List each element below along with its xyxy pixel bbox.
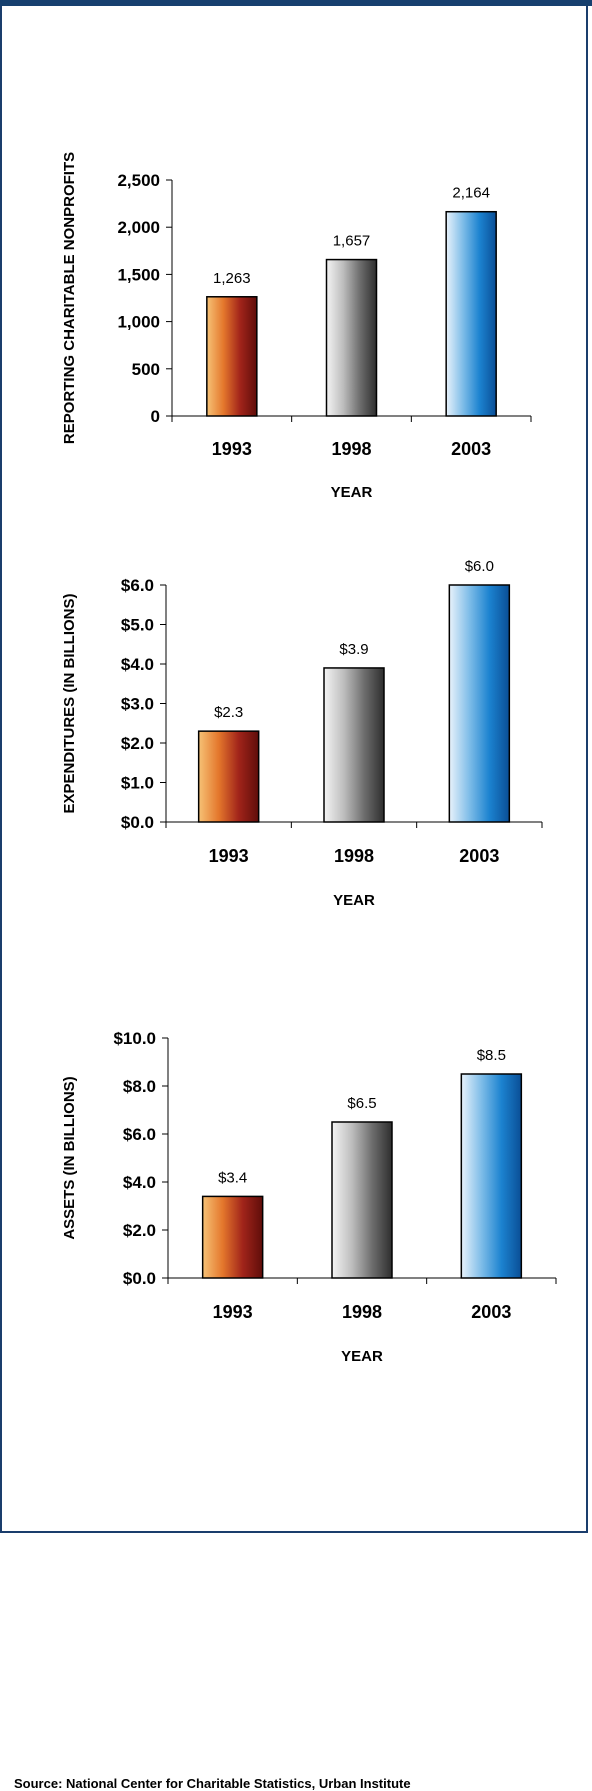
bar-1993 <box>206 296 258 417</box>
bar-1998 <box>331 1121 393 1279</box>
y-tick-label: $1.0 <box>121 774 154 793</box>
y-tick-label: $4.0 <box>123 1173 156 1192</box>
y-tick-label: $5.0 <box>121 616 154 635</box>
y-tick-label: 1,000 <box>117 313 160 332</box>
y-tick-label: $6.0 <box>121 576 154 595</box>
y-tick-label: 0 <box>151 407 160 426</box>
bar-2003 <box>448 584 511 823</box>
y-axis-title: ASSETS (IN BILLIONS) <box>61 1076 78 1239</box>
y-tick-label: $6.0 <box>123 1125 156 1144</box>
bar-1998 <box>325 258 378 417</box>
data-label-1998: $3.9 <box>339 641 368 658</box>
bar-1993 <box>197 730 260 823</box>
bar-1998 <box>323 667 385 823</box>
data-label-2003: $8.5 <box>477 1047 506 1064</box>
data-label-1993: $3.4 <box>218 1169 247 1186</box>
y-tick-label: $0.0 <box>123 1269 156 1288</box>
data-label-1998: $6.5 <box>347 1095 376 1112</box>
data-label-1993: $2.3 <box>214 704 243 721</box>
y-tick-label: 2,000 <box>117 218 160 237</box>
data-label-2003: $6.0 <box>465 558 494 575</box>
x-tick-label-2003: 2003 <box>451 439 491 459</box>
x-tick-label-2003: 2003 <box>471 1302 511 1322</box>
x-tick-label-1998: 1998 <box>334 846 374 866</box>
page-frame <box>0 6 588 1533</box>
y-tick-label: $4.0 <box>121 655 154 674</box>
y-tick-label: 2,500 <box>117 171 160 190</box>
y-tick-label: $10.0 <box>113 1029 156 1048</box>
y-tick-label: 500 <box>132 360 160 379</box>
x-tick-label-1993: 1993 <box>212 439 252 459</box>
y-axis-title: EXPENDITURES (IN BILLIONS) <box>61 593 78 813</box>
x-tick-label-1998: 1998 <box>331 439 371 459</box>
y-tick-label: $0.0 <box>121 813 154 832</box>
chart-expenditures: $0.0 $1.0 $2.0 $3.0 $4.0 $5.0 $6.0 $2.3 1993 $3.9… <box>61 558 543 909</box>
x-tick-label-1993: 1993 <box>213 1302 253 1322</box>
x-tick-label-1998: 1998 <box>342 1302 382 1322</box>
bar-2003 <box>445 210 497 417</box>
data-label-1998: 1,657 <box>333 233 371 250</box>
data-label-1993: 1,263 <box>213 270 251 287</box>
y-tick-label: $2.0 <box>123 1221 156 1240</box>
data-label-2003: 2,164 <box>452 185 490 202</box>
x-axis-title: YEAR <box>333 892 375 909</box>
source-note: Source: National Center for Charitable S… <box>14 1776 411 1791</box>
y-tick-label: $2.0 <box>121 734 154 753</box>
y-tick-label: 1,500 <box>117 265 160 284</box>
x-tick-label-1993: 1993 <box>209 846 249 866</box>
y-axis-title: REPORTING CHARITABLE NONPROFITS <box>61 152 78 444</box>
y-tick-label: $8.0 <box>123 1077 156 1096</box>
bar-2003 <box>460 1073 523 1279</box>
x-axis-title: YEAR <box>341 1348 383 1365</box>
x-tick-label-2003: 2003 <box>459 846 499 866</box>
y-tick-label: $3.0 <box>121 695 154 714</box>
chart-assets: $0.0 $2.0 $4.0 $6.0 $8.0 $10.0 $3.4 1993 $6.5 199… <box>61 1029 557 1365</box>
chart-nonprofits: 0 500 1,000 1,500 2,000 2,500 1,263 1993 1,657 19… <box>61 152 532 501</box>
bar-1993 <box>201 1195 264 1279</box>
top-border-bar <box>0 0 592 6</box>
x-axis-title: YEAR <box>331 484 373 501</box>
